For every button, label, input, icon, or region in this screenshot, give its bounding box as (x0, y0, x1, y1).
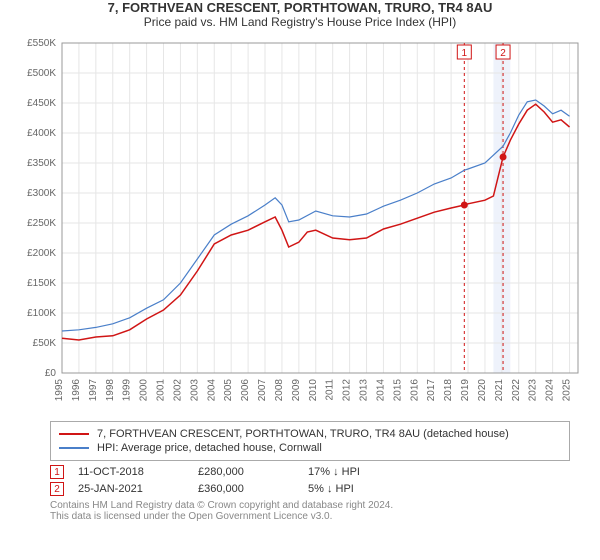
svg-text:£150K: £150K (27, 278, 56, 289)
svg-text:£250K: £250K (27, 218, 56, 229)
svg-text:2: 2 (500, 48, 506, 59)
svg-text:2007: 2007 (257, 379, 268, 402)
sale-row: 1 11-OCT-2018£280,00017% ↓ HPI (50, 465, 600, 479)
svg-text:2002: 2002 (172, 379, 183, 402)
svg-text:£50K: £50K (33, 338, 57, 349)
chart-title: 7, FORTHVEAN CRESCENT, PORTHTOWAN, TRURO… (0, 0, 600, 15)
svg-text:£100K: £100K (27, 308, 56, 319)
svg-text:2023: 2023 (528, 379, 539, 402)
footer-text: Contains HM Land Registry data © Crown c… (50, 500, 600, 522)
legend-item-property: 7, FORTHVEAN CRESCENT, PORTHTOWAN, TRURO… (59, 428, 561, 440)
svg-text:1995: 1995 (54, 379, 65, 402)
svg-text:1996: 1996 (71, 379, 82, 402)
svg-text:£400K: £400K (27, 128, 56, 139)
svg-text:2024: 2024 (545, 379, 556, 402)
svg-text:£500K: £500K (27, 68, 56, 79)
sale-date: 25-JAN-2021 (78, 483, 198, 495)
sale-diff: 5% ↓ HPI (308, 483, 398, 495)
svg-text:2005: 2005 (223, 379, 234, 402)
svg-text:2000: 2000 (139, 379, 150, 402)
sale-date: 11-OCT-2018 (78, 466, 198, 478)
sale-diff: 17% ↓ HPI (308, 466, 398, 478)
svg-text:£0: £0 (45, 368, 57, 379)
svg-text:2013: 2013 (359, 379, 370, 402)
line-chart: £0 £50K £100K £150K £200K £250K £300K £350K £400… (10, 33, 590, 413)
svg-text:2022: 2022 (511, 379, 522, 402)
footer-line-2: This data is licensed under the Open Gov… (50, 511, 600, 522)
svg-text:2009: 2009 (291, 379, 302, 402)
svg-text:2003: 2003 (189, 379, 200, 402)
legend-label-property: 7, FORTHVEAN CRESCENT, PORTHTOWAN, TRURO… (97, 428, 509, 440)
legend: 7, FORTHVEAN CRESCENT, PORTHTOWAN, TRURO… (50, 421, 570, 461)
svg-text:2015: 2015 (392, 379, 403, 402)
svg-text:£450K: £450K (27, 98, 56, 109)
svg-text:2008: 2008 (274, 379, 285, 402)
svg-text:2021: 2021 (494, 379, 505, 402)
svg-text:2014: 2014 (375, 379, 386, 402)
sale-price: £360,000 (198, 483, 308, 495)
sale-marker-icon: 1 (50, 465, 64, 479)
legend-label-hpi: HPI: Average price, detached house, Corn… (97, 442, 322, 454)
sale-marker-icon: 2 (50, 482, 64, 496)
svg-text:2011: 2011 (325, 379, 336, 401)
svg-text:£300K: £300K (27, 188, 56, 199)
svg-text:2016: 2016 (409, 379, 420, 402)
svg-text:1: 1 (462, 48, 468, 59)
sales-list: 1 11-OCT-2018£280,00017% ↓ HPI 2 25-JAN-202… (0, 465, 600, 496)
svg-text:£550K: £550K (27, 38, 56, 49)
svg-text:2012: 2012 (342, 379, 353, 402)
sale-price: £280,000 (198, 466, 308, 478)
svg-text:1998: 1998 (105, 379, 116, 402)
svg-text:2018: 2018 (443, 379, 454, 402)
svg-text:2019: 2019 (460, 379, 471, 402)
legend-swatch-property (59, 433, 89, 435)
svg-text:2025: 2025 (562, 379, 573, 402)
svg-text:£200K: £200K (27, 248, 56, 259)
footer-line-1: Contains HM Land Registry data © Crown c… (50, 500, 600, 511)
svg-text:2006: 2006 (240, 379, 251, 402)
legend-swatch-hpi (59, 447, 89, 449)
svg-text:2004: 2004 (206, 379, 217, 402)
sale-row: 2 25-JAN-2021£360,0005% ↓ HPI (50, 482, 600, 496)
svg-text:1999: 1999 (122, 379, 133, 402)
svg-text:2020: 2020 (477, 379, 488, 402)
chart-subtitle: Price paid vs. HM Land Registry's House … (0, 15, 600, 29)
chart-area: £0 £50K £100K £150K £200K £250K £300K £350K £400… (10, 33, 590, 413)
svg-text:1997: 1997 (88, 379, 99, 402)
legend-item-hpi: HPI: Average price, detached house, Corn… (59, 442, 561, 454)
svg-text:2001: 2001 (156, 379, 167, 402)
svg-text:2010: 2010 (308, 379, 319, 402)
svg-text:2017: 2017 (426, 379, 437, 402)
svg-text:£350K: £350K (27, 158, 56, 169)
